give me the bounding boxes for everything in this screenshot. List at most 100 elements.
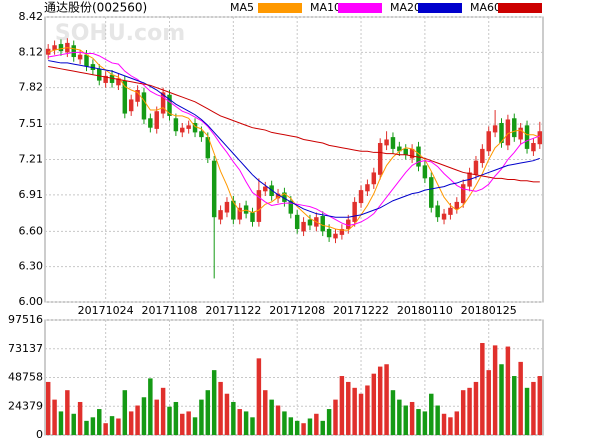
y-tick-label: 8.42: [19, 10, 44, 23]
volume-bar: [148, 378, 153, 435]
volume-bar: [160, 387, 166, 435]
candle-body: [524, 125, 530, 149]
volume-bar: [65, 390, 70, 435]
y-tick-label: 0: [36, 428, 43, 440]
volume-bar: [122, 390, 128, 435]
x-tick-label: 20171122: [205, 304, 261, 317]
volume-bar: [346, 381, 351, 435]
candle-body: [473, 160, 479, 175]
volume-bar: [537, 376, 543, 435]
volume-bar: [512, 376, 517, 435]
volume-bar: [531, 381, 536, 435]
candle-body: [409, 148, 415, 159]
y-tick-label: 48758: [8, 371, 43, 384]
volume-bar: [90, 417, 96, 435]
volume-bar: [397, 399, 402, 435]
candle-body: [301, 221, 306, 232]
volume-bar: [199, 399, 204, 435]
y-tick-label: 8.12: [19, 45, 44, 58]
x-tick-label: 20171208: [269, 304, 325, 317]
volume-bar: [218, 381, 223, 435]
candle-body: [486, 131, 491, 152]
volume-bar: [441, 413, 447, 435]
legend-swatch: [258, 3, 302, 13]
volume-bar: [167, 406, 172, 435]
volume-bar: [77, 401, 83, 435]
legend-swatch: [338, 3, 382, 13]
volume-bar: [294, 420, 300, 435]
legend-label: MA10: [310, 1, 341, 14]
candle-body: [77, 54, 83, 60]
y-tick-label: 6.91: [19, 188, 44, 201]
y-tick-label: 6.30: [19, 260, 44, 273]
candle-body: [116, 78, 121, 86]
candle-body: [243, 205, 249, 214]
candle-body: [173, 118, 179, 132]
volume-bar: [352, 387, 357, 435]
x-tick-label: 20171222: [333, 304, 389, 317]
candle-body: [211, 160, 217, 218]
volume-bar: [192, 417, 198, 435]
candle-body: [326, 228, 332, 238]
volume-bar: [460, 390, 466, 435]
y-tick-label: 6.60: [19, 224, 44, 237]
volume-bar: [377, 366, 383, 435]
volume-bar: [314, 413, 319, 435]
ma-line: [48, 65, 540, 183]
candle-body: [480, 148, 485, 164]
volume-bar: [116, 418, 121, 435]
volume-bar: [339, 376, 345, 435]
ma-line: [48, 51, 540, 226]
candle-body: [180, 127, 185, 133]
volume-bar: [205, 390, 211, 435]
candle-body: [537, 131, 543, 145]
candle-body: [422, 165, 428, 179]
volume-bar: [333, 399, 338, 435]
watermark: SOHU.com: [55, 21, 185, 46]
candle-body: [358, 190, 364, 204]
candle-body: [390, 137, 396, 149]
candle-body: [167, 94, 172, 116]
volume-bar: [486, 370, 491, 435]
volume-bar: [211, 370, 217, 435]
volume-bar: [263, 390, 268, 435]
candle-body: [231, 200, 236, 220]
volume-bar: [326, 409, 332, 435]
y-tick-label: 7.82: [19, 81, 44, 94]
candle-body: [103, 75, 108, 83]
candle-body: [84, 54, 89, 67]
candle-body: [192, 122, 198, 133]
volume-bar: [480, 343, 485, 435]
candle-body: [71, 45, 76, 58]
volume-bar: [429, 393, 434, 435]
volume-bar: [403, 405, 408, 435]
volume-bar: [365, 385, 370, 435]
volume-bar: [250, 417, 255, 435]
volume-bar: [371, 373, 377, 435]
volume-bar: [186, 411, 191, 435]
legend-swatch: [498, 3, 542, 13]
legend-label: MA20: [390, 1, 421, 14]
candle-body: [58, 44, 64, 52]
y-tick-label: 6.00: [19, 295, 44, 308]
y-tick-label: 24379: [8, 399, 43, 412]
candle-body: [199, 131, 204, 138]
volume-bar: [128, 411, 134, 435]
candle-body: [90, 64, 96, 70]
volume-bar: [243, 411, 249, 435]
candle-body: [237, 207, 242, 220]
volume-bar: [84, 420, 89, 435]
volume-bar: [256, 358, 262, 435]
volume-bar: [384, 364, 389, 435]
candle-body: [256, 190, 262, 222]
candle-body: [441, 213, 447, 220]
volume-bar: [109, 416, 115, 435]
candle-body: [148, 118, 153, 128]
candle-body: [250, 212, 255, 222]
candle-body: [109, 74, 115, 83]
candle-body: [339, 228, 345, 235]
volume-bar: [467, 387, 472, 435]
candle-body: [224, 201, 230, 213]
candle-body: [97, 68, 102, 81]
